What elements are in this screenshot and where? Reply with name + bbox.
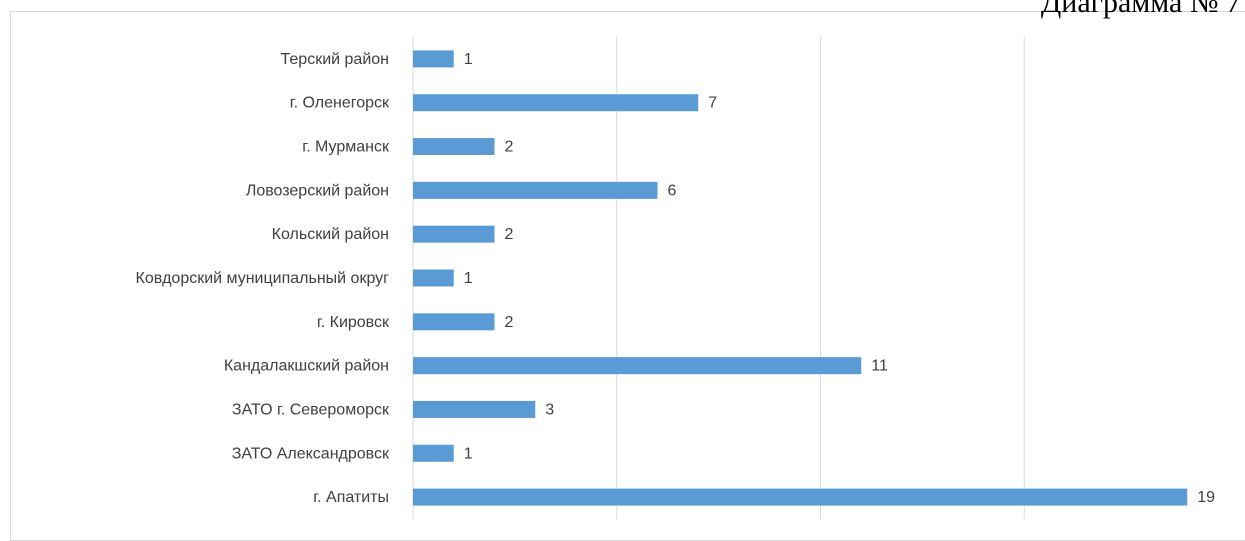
category-label-10: г. Апатиты xyxy=(313,489,389,506)
value-label-7: 11 xyxy=(871,358,888,375)
bar-1 xyxy=(413,94,699,112)
value-label-2: 2 xyxy=(505,139,514,156)
value-label-0: 1 xyxy=(464,51,473,68)
value-label-5: 1 xyxy=(464,270,473,287)
category-label-6: г. Кировск xyxy=(317,314,390,331)
bar-3 xyxy=(413,181,658,199)
value-label-3: 6 xyxy=(668,182,677,199)
category-label-8: ЗАТО г. Североморск xyxy=(232,401,390,418)
category-label-2: г. Мурманск xyxy=(302,139,390,156)
category-label-5: Ковдорский муниципальный округ xyxy=(136,270,390,287)
bar-2 xyxy=(413,138,495,156)
value-label-10: 19 xyxy=(1197,489,1215,506)
chart-heading: Диаграмма № 7 xyxy=(1040,0,1241,19)
category-label-7: Кандалакшский район xyxy=(224,358,389,375)
category-label-9: ЗАТО Александровск xyxy=(232,445,390,462)
bar-10 xyxy=(413,488,1188,506)
category-label-0: Терский район xyxy=(281,51,389,68)
label-layer: Терский район 1 г. Оленегорск 7 г. Мурманск 2… xyxy=(136,51,1216,506)
bar-8 xyxy=(413,400,536,418)
bar-4 xyxy=(413,225,495,243)
category-label-4: Кольский район xyxy=(272,226,389,243)
value-label-9: 1 xyxy=(464,445,473,462)
value-label-1: 7 xyxy=(708,95,717,112)
bar-6 xyxy=(413,313,495,331)
bar-5 xyxy=(413,269,454,287)
category-label-1: г. Оленегорск xyxy=(290,95,390,112)
value-label-4: 2 xyxy=(505,226,514,243)
bar-0 xyxy=(413,50,454,68)
bar-9 xyxy=(413,444,454,462)
value-label-8: 3 xyxy=(545,401,554,418)
category-label-3: Ловозерский район xyxy=(246,182,389,199)
bar-7 xyxy=(413,357,862,375)
bar-layer xyxy=(413,50,1188,506)
value-label-6: 2 xyxy=(505,314,514,331)
